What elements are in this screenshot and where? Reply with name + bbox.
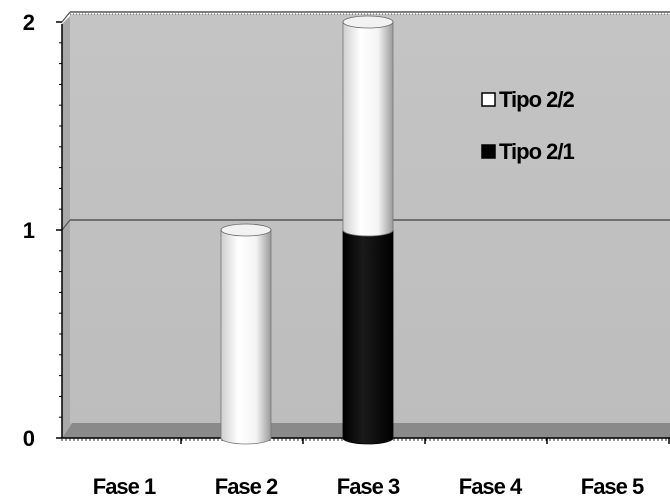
x-axis: Fase 1 Fase 2 Fase 3 Fase 4 Fase 5 [61, 437, 670, 498]
x-tick-label: Fase 4 [459, 474, 523, 498]
legend-swatch [481, 144, 496, 159]
x-tick-label: Fase 5 [581, 474, 644, 498]
legend-label: Tipo 2/1 [499, 139, 574, 164]
cylinder-cap-fase-2 [220, 223, 272, 237]
bars [220, 15, 394, 445]
y-tick-label: 2 [23, 10, 35, 35]
cylinder-body [342, 21, 394, 237]
cylinder-top [220, 223, 272, 237]
gridline-diagonal [61, 219, 71, 231]
bar-segment-tipo-2-2-fase-2 [220, 229, 272, 445]
legend-item: Tipo 2/1 [481, 139, 575, 164]
cylinder-top [342, 15, 394, 29]
bar-segment-tipo-2-1-fase-3 [342, 229, 394, 445]
bar-segment-tipo-2-2-fase-3 [342, 21, 394, 237]
cylinder-body [220, 229, 272, 445]
legend-label: Tipo 2/2 [499, 87, 574, 112]
y-axis: 0 1 2 [23, 10, 63, 451]
y-tick-label: 0 [23, 426, 35, 451]
cylinder-body [342, 229, 394, 445]
x-tick-label: Fase 1 [93, 474, 156, 498]
legend: Tipo 2/2 Tipo 2/1 [481, 87, 575, 164]
x-tick-label: Fase 2 [215, 474, 278, 498]
y-tick-label: 1 [23, 218, 35, 243]
plot-left-wall [62, 14, 72, 438]
gridline-diagonal [61, 11, 71, 23]
x-tick-label: Fase 3 [337, 474, 400, 498]
cylinder-cap-fase-3 [342, 15, 394, 29]
legend-item: Tipo 2/2 [481, 87, 575, 112]
legend-swatch [481, 92, 496, 107]
